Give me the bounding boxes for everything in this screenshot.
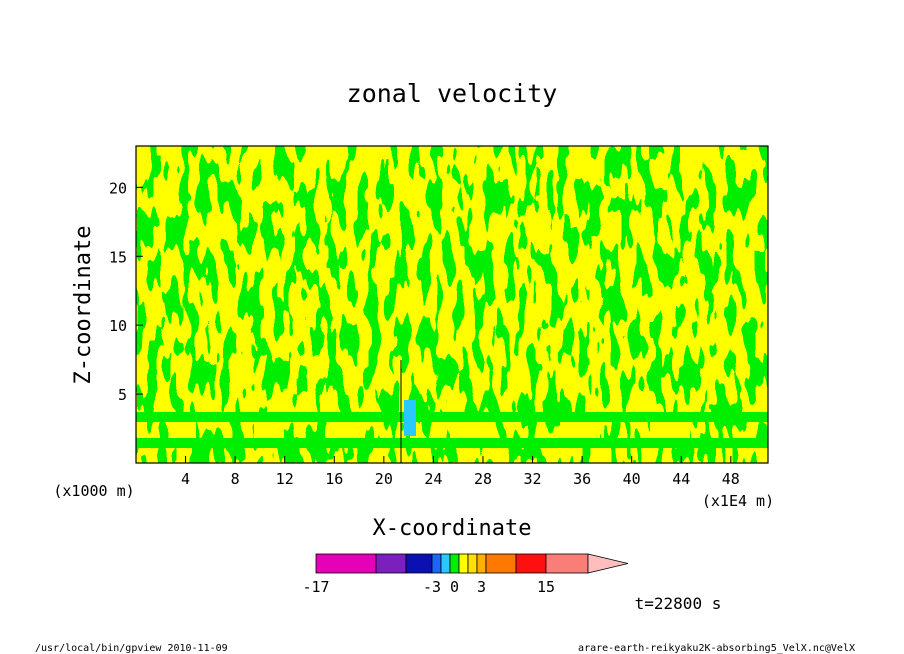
colorbar-segment — [449, 553, 460, 574]
x-tick-label: 36 — [573, 470, 591, 488]
y-axis-label: Z-coordinate — [71, 226, 96, 385]
x-tick-label: 20 — [375, 470, 393, 488]
field-noise — [136, 146, 768, 463]
colorbar-segment — [431, 553, 442, 574]
colorbar-segment — [476, 553, 487, 574]
y-axis: 5 10 15 20 — [109, 179, 143, 404]
x-tick-label: 44 — [672, 470, 690, 488]
x-tick-label: 40 — [623, 470, 641, 488]
x-tick-label: 32 — [524, 470, 542, 488]
colorbar-segment — [440, 553, 451, 574]
x-tick-label: 24 — [424, 470, 442, 488]
colorbar-segment — [315, 553, 377, 574]
colorbar-segment — [485, 553, 517, 574]
y-unit-label: (x1000 m) — [53, 482, 134, 500]
colorbar-segment — [458, 553, 469, 574]
colorbar-tick-label: -3 — [423, 578, 441, 596]
colorbar — [315, 553, 629, 574]
colorbar-extend-arrow — [587, 553, 629, 574]
colorbar-tick-label: -17 — [302, 578, 329, 596]
colorbar-segment — [375, 553, 407, 574]
colorbar-segment — [467, 553, 478, 574]
chart-title: zonal velocity — [347, 79, 558, 108]
colorbar-tick-label: 15 — [537, 578, 555, 596]
footer-right: arare-earth-reikyaku2K-absorbing5_VelX.n… — [578, 643, 855, 654]
colorbar-segment — [405, 553, 433, 574]
y-tick-label: 20 — [109, 179, 127, 197]
colorbar-segment — [545, 553, 589, 574]
x-unit-label: (x1E4 m) — [702, 492, 774, 510]
x-tick-label: 8 — [231, 470, 240, 488]
colorbar-tick-label: 3 — [477, 578, 486, 596]
x-tick-label: 12 — [276, 470, 294, 488]
colorbar-labels: -17 -3 0 3 15 — [302, 578, 555, 596]
x-tick-label: 48 — [722, 470, 740, 488]
time-label: t=22800 s — [635, 594, 722, 613]
plot-frame — [135, 145, 769, 464]
lower-bands — [136, 400, 768, 448]
x-tick-label: 28 — [474, 470, 492, 488]
colorbar-tick-label: 0 — [450, 578, 459, 596]
y-tick-label: 10 — [109, 317, 127, 335]
x-axis-label: X-coordinate — [373, 516, 532, 541]
footer-left: /usr/local/bin/gpview 2010-11-09 — [35, 643, 228, 654]
contour-field — [136, 146, 768, 463]
x-tick-label: 4 — [181, 470, 190, 488]
colorbar-segment — [515, 553, 547, 574]
x-tick-label: 16 — [325, 470, 343, 488]
x-axis: 4 8 12 16 20 24 28 32 36 40 44 48 — [181, 456, 740, 488]
y-tick-label: 5 — [118, 386, 127, 404]
y-tick-label: 15 — [109, 248, 127, 266]
